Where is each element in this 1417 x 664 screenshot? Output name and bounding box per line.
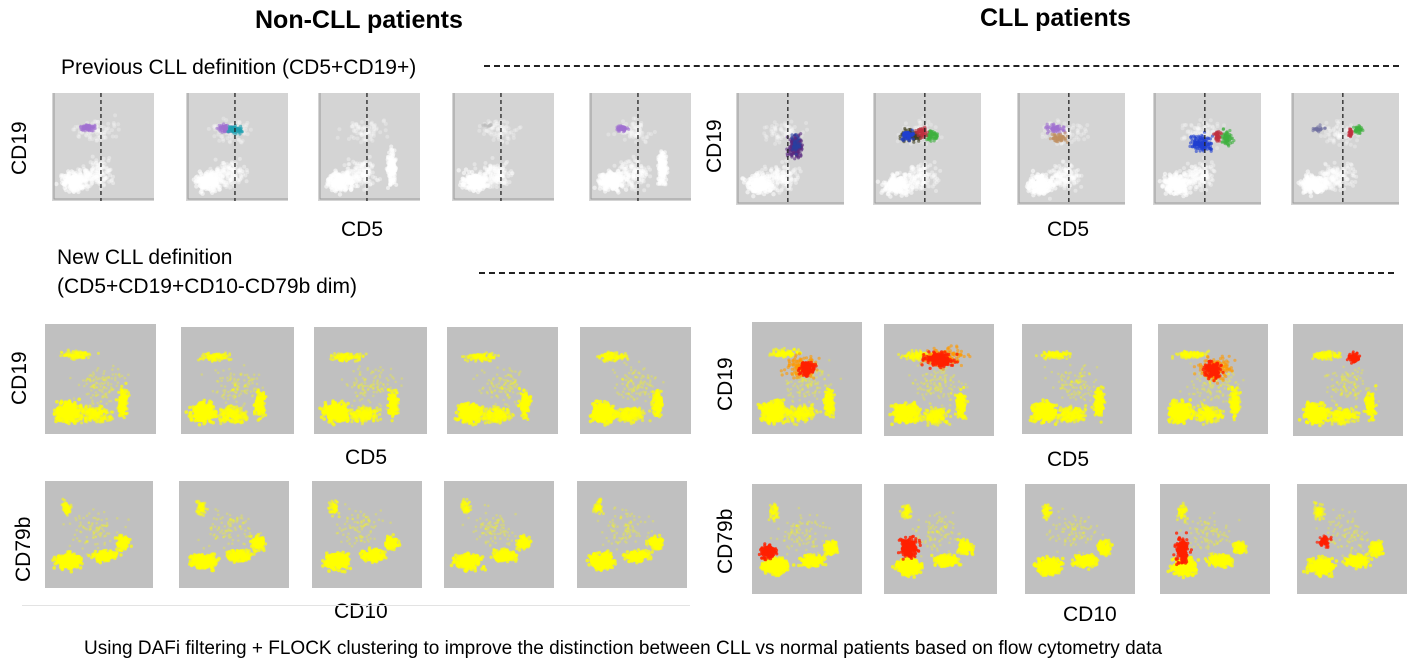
new-definition-cll-cd19-plot-5 [1293,324,1403,436]
left-bottom-rule [22,605,690,606]
old-definition-cll-plot-4 [1153,93,1261,205]
cd5-axis-label-row2-right: CD5 [1047,448,1089,472]
cd19-axis-label-row2-right: CD19 [714,357,738,411]
new-definition-non-cll-cd19-plot-2 [181,327,294,434]
new-definition-cll-cd79b-plot-1 [752,484,862,594]
new-definition-non-cll-cd79b-plot-5 [577,481,687,588]
new-definition-cll-cd79b-plot-3 [1025,484,1135,594]
new-definition-cll-cd79b-plot-2 [884,484,997,594]
non-cll-title: Non-CLL patients [255,6,463,35]
cd79b-axis-label-row3-left: CD79b [12,517,36,582]
old-definition-cll-plot-1 [736,93,844,205]
new-definition-non-cll-cd19-plot-1 [45,324,156,434]
cd79b-axis-label-row3-right: CD79b [714,509,738,574]
new-definition-divider [479,272,1394,274]
new-definition-cll-cd79b-plot-5 [1297,484,1407,594]
new-definition-cll-cd19-plot-1 [752,322,862,434]
cd10-axis-label-row3-left: CD10 [334,600,388,624]
old-definition-non-cll-plot-4 [452,93,554,201]
new-definition-non-cll-cd19-plot-5 [580,327,691,434]
cll-title: CLL patients [980,4,1131,33]
previous-definition-divider [484,65,1399,67]
cd10-axis-label-row3-right: CD10 [1063,603,1117,627]
new-definition-non-cll-cd79b-plot-4 [444,481,554,588]
new-definition-label-line2: (CD5+CD19+CD10-CD79b dim) [57,275,357,299]
new-definition-non-cll-cd79b-plot-2 [179,481,289,588]
cd19-axis-label-row2-left: CD19 [8,351,32,405]
cd19-axis-label-row1-right: CD19 [703,119,727,173]
new-definition-cll-cd19-plot-3 [1022,324,1132,434]
new-definition-cll-cd19-plot-4 [1158,324,1268,434]
figure-caption: Using DAFi filtering + FLOCK clustering … [84,638,1162,660]
new-definition-label-line1: New CLL definition [57,246,233,270]
old-definition-non-cll-plot-3 [318,93,420,201]
previous-definition-label: Previous CLL definition (CD5+CD19+) [61,56,416,80]
new-definition-non-cll-cd19-plot-3 [314,327,427,434]
new-definition-non-cll-cd79b-plot-3 [312,481,422,588]
old-definition-cll-plot-3 [1017,93,1125,205]
cd5-axis-label-row1-left: CD5 [341,218,383,242]
old-definition-non-cll-plot-1 [52,93,154,201]
old-definition-non-cll-plot-5 [589,93,691,201]
cd5-axis-label-row1-right: CD5 [1047,218,1089,242]
new-definition-cll-cd79b-plot-4 [1160,484,1270,594]
cd19-axis-label-row1-left: CD19 [8,121,32,175]
new-definition-cll-cd19-plot-2 [884,324,994,436]
old-definition-cll-plot-2 [873,93,981,205]
cd5-axis-label-row2-left: CD5 [345,446,387,470]
old-definition-non-cll-plot-2 [186,93,288,201]
new-definition-non-cll-cd19-plot-4 [447,327,558,434]
new-definition-non-cll-cd79b-plot-1 [45,481,153,588]
old-definition-cll-plot-5 [1291,93,1399,205]
